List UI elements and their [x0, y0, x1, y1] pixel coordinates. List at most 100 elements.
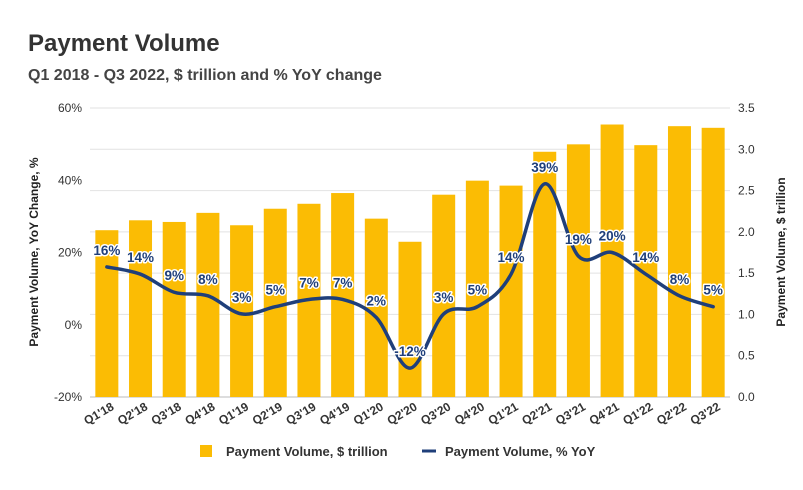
bar	[566, 144, 590, 397]
bar	[533, 151, 557, 397]
data-label-halo: 2%	[367, 294, 387, 309]
x-tick-label: Q2'20	[385, 399, 420, 427]
data-label-halo: 9%	[164, 268, 184, 283]
data-label-halo: 14%	[498, 250, 525, 265]
data-label: 14%	[127, 250, 154, 265]
data-label-halo: -12%	[394, 344, 426, 359]
right-tick-label: 1.5	[738, 266, 755, 280]
x-tick-label: Q4'19	[317, 399, 352, 427]
data-label-halo: 39%	[531, 160, 558, 175]
chart-title: Payment Volume	[28, 30, 220, 57]
data-label: 9%	[164, 268, 184, 283]
bar	[162, 221, 186, 397]
left-tick-label: 60%	[58, 101, 82, 115]
data-label-halo: 5%	[468, 283, 488, 298]
data-label: 7%	[333, 275, 353, 290]
x-tick-label: Q2'22	[654, 399, 689, 427]
data-label-halo: 8%	[670, 272, 690, 287]
legend-label-line: Payment Volume, % YoY	[445, 444, 596, 459]
x-tick-label: Q2'21	[519, 399, 554, 427]
data-label: 3%	[232, 290, 252, 305]
right-axis-ticks: 0.0 0.5 1.0 1.5 2.0 2.5 3.0 3.5	[738, 101, 755, 404]
data-label-halo: 3%	[434, 290, 454, 305]
data-label-halo: 8%	[198, 272, 218, 287]
x-tick-label: Q1'20	[351, 399, 386, 427]
x-tick-label: Q3'18	[149, 399, 184, 427]
bar	[465, 180, 489, 397]
bar	[701, 127, 725, 398]
data-label: 5%	[703, 283, 723, 298]
bar	[499, 185, 523, 397]
data-label: 14%	[498, 250, 525, 265]
x-tick-label: Q4'21	[587, 399, 622, 427]
data-label: 14%	[632, 250, 659, 265]
data-label: 5%	[468, 283, 488, 298]
bar	[634, 145, 658, 397]
legend-swatch-bars	[200, 445, 212, 457]
legend-label-bars: Payment Volume, $ trillion	[226, 444, 388, 459]
legend: Payment Volume, $ trillion Payment Volum…	[200, 444, 596, 459]
data-label: 3%	[434, 290, 454, 305]
data-label: -12%	[394, 344, 426, 359]
x-tick-label: Q3'20	[418, 399, 453, 427]
left-axis-label: Payment Volume, YoY Change, %	[27, 157, 41, 346]
data-label-halo: 19%	[565, 232, 592, 247]
right-tick-label: 2.0	[738, 225, 755, 239]
data-label-halo: 3%	[232, 290, 252, 305]
right-axis-label: Payment Volume, $ trillion	[774, 177, 788, 326]
data-label: 8%	[670, 272, 690, 287]
x-tick-label: Q3'21	[553, 399, 588, 427]
data-label-halo: 16%	[93, 243, 120, 258]
data-label: 5%	[266, 283, 286, 298]
data-label-halo: 14%	[632, 250, 659, 265]
right-tick-label: 1.0	[738, 307, 755, 321]
bar	[95, 230, 119, 397]
bar	[331, 193, 355, 397]
right-tick-label: 0.0	[738, 390, 755, 404]
data-label: 20%	[599, 229, 626, 244]
x-tick-label: Q2'19	[250, 399, 285, 427]
bar	[398, 241, 422, 397]
line-series	[105, 182, 715, 370]
data-label-halo: 20%	[599, 229, 626, 244]
x-tick-label: Q2'18	[115, 399, 150, 427]
left-tick-label: 0%	[65, 318, 83, 332]
x-tick-label: Q1'18	[81, 399, 116, 427]
x-tick-label: Q4'20	[452, 399, 487, 427]
bar	[129, 220, 153, 397]
right-tick-label: 2.5	[738, 184, 755, 198]
yoy-line	[105, 182, 715, 370]
x-axis-ticks: Q1'18Q2'18Q3'18Q4'18Q1'19Q2'19Q3'19Q4'19…	[81, 399, 722, 427]
x-tick-label: Q4'18	[182, 399, 217, 427]
x-tick-label: Q1'19	[216, 399, 251, 427]
data-label-halo: 7%	[299, 275, 319, 290]
data-labels: 16%16% 14%14%9%9% 8%8%3%3% 5%5% 7%7% 7%7%2%2%…	[92, 158, 725, 360]
left-tick-label: 40%	[58, 173, 82, 187]
left-tick-label: 20%	[58, 246, 82, 260]
data-label-halo: 5%	[703, 283, 723, 298]
right-tick-label: 0.5	[738, 349, 755, 363]
x-tick-label: Q3'19	[284, 399, 319, 427]
chart-subtitle: Q1 2018 - Q3 2022, $ trillion and % YoY …	[28, 67, 382, 84]
bar	[196, 212, 220, 397]
data-label: 8%	[198, 272, 218, 287]
bar	[600, 124, 624, 397]
bar	[432, 194, 456, 397]
x-tick-label: Q1'21	[486, 399, 521, 427]
data-label-halo: 7%	[333, 275, 353, 290]
right-tick-label: 3.5	[738, 101, 755, 115]
x-tick-label: Q1'22	[620, 399, 655, 427]
bar	[263, 208, 287, 397]
bar	[667, 126, 691, 397]
data-label-halo: 5%	[266, 283, 286, 298]
data-label: 39%	[531, 160, 558, 175]
x-tick-label: Q3'22	[688, 399, 723, 427]
left-axis-ticks: -20% 0% 20% 40% 60%	[54, 101, 82, 404]
data-label: 19%	[565, 232, 592, 247]
data-label: 2%	[367, 294, 387, 309]
data-label: 16%	[93, 243, 120, 258]
right-tick-label: 3.0	[738, 142, 755, 156]
bar	[230, 225, 254, 397]
data-label: 7%	[299, 275, 319, 290]
